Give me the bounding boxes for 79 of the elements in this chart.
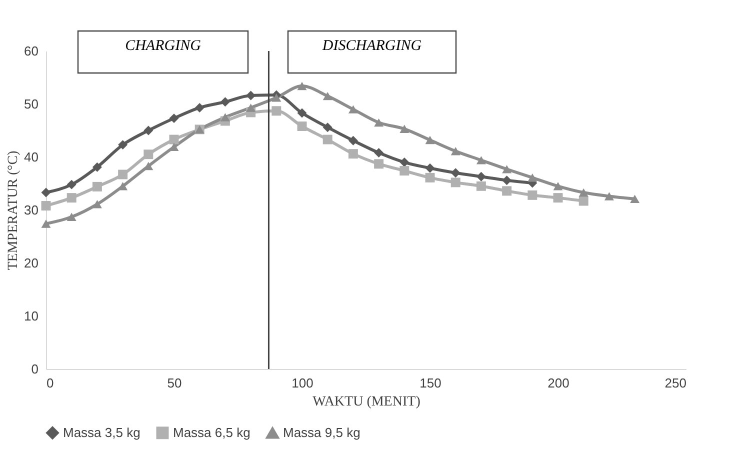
- legend-label: Massa 9,5 kg: [283, 425, 360, 440]
- annotation: DISCHARGING: [321, 38, 422, 54]
- point: [578, 196, 588, 206]
- point: [118, 170, 128, 180]
- annotation: CHARGING: [125, 38, 202, 54]
- point: [502, 165, 512, 174]
- point: [66, 180, 76, 190]
- point: [374, 118, 384, 127]
- y-tick-label: 50: [24, 96, 38, 112]
- point: [528, 190, 538, 200]
- y-tick-label: 10: [24, 308, 38, 324]
- point: [528, 174, 538, 182]
- point: [92, 182, 102, 192]
- point: [144, 126, 154, 136]
- point: [630, 194, 640, 203]
- point: [374, 148, 384, 158]
- point: [118, 140, 128, 150]
- point: [502, 176, 512, 186]
- point: [502, 186, 512, 196]
- point: [169, 114, 179, 124]
- point: [450, 168, 460, 178]
- point: [348, 105, 358, 114]
- x-tick-label: 150: [420, 376, 442, 390]
- point: [400, 158, 410, 168]
- x-tick-label: 100: [292, 376, 314, 390]
- point: [476, 156, 486, 164]
- point: [220, 113, 230, 122]
- point: [118, 182, 128, 190]
- x-tick-label: 250: [664, 376, 686, 390]
- point: [272, 94, 282, 102]
- point: [322, 122, 332, 132]
- legend-label: Massa 3,5 kg: [63, 424, 140, 440]
- point: [553, 193, 563, 203]
- legend-label: Massa 6,5 kg: [173, 424, 250, 440]
- point: [272, 106, 282, 116]
- point: [66, 193, 76, 203]
- point: [425, 163, 435, 173]
- point: [322, 134, 332, 144]
- point: [450, 178, 460, 188]
- point: [553, 182, 563, 190]
- x-tick-label: 0: [46, 376, 54, 390]
- x-tick-label: 200: [548, 376, 570, 390]
- point: [297, 108, 307, 118]
- point: [66, 212, 76, 221]
- y-tick-label: 30: [24, 202, 38, 218]
- point: [169, 134, 179, 144]
- point: [604, 192, 614, 200]
- x-tick-label: 50: [167, 376, 182, 390]
- point: [578, 188, 588, 197]
- point: [220, 97, 230, 107]
- point: [348, 149, 358, 159]
- point: [246, 90, 256, 100]
- point: [297, 122, 307, 132]
- point: [400, 124, 410, 134]
- point: [92, 200, 102, 208]
- x-axis-title: WAKTU (MENIT): [312, 394, 421, 410]
- point: [41, 220, 51, 228]
- y-tick-label: 40: [24, 150, 38, 164]
- point: [374, 159, 384, 169]
- point: [194, 102, 204, 112]
- y-tick-label: 60: [24, 44, 38, 58]
- y-tick-label: 0: [31, 362, 38, 376]
- point: [425, 136, 435, 144]
- point: [92, 162, 102, 172]
- point: [400, 166, 410, 176]
- y-axis-title: TEMPERATUR (°C): [6, 150, 22, 270]
- point: [322, 92, 332, 100]
- point: [476, 172, 486, 182]
- point: [476, 181, 486, 191]
- point: [41, 201, 51, 211]
- y-tick-label: 20: [24, 256, 38, 270]
- point: [144, 162, 154, 170]
- point: [425, 172, 435, 182]
- point: [450, 147, 460, 156]
- point: [348, 136, 358, 146]
- point: [246, 104, 256, 112]
- point: [144, 150, 154, 160]
- point: [41, 188, 51, 198]
- point: [297, 82, 307, 90]
